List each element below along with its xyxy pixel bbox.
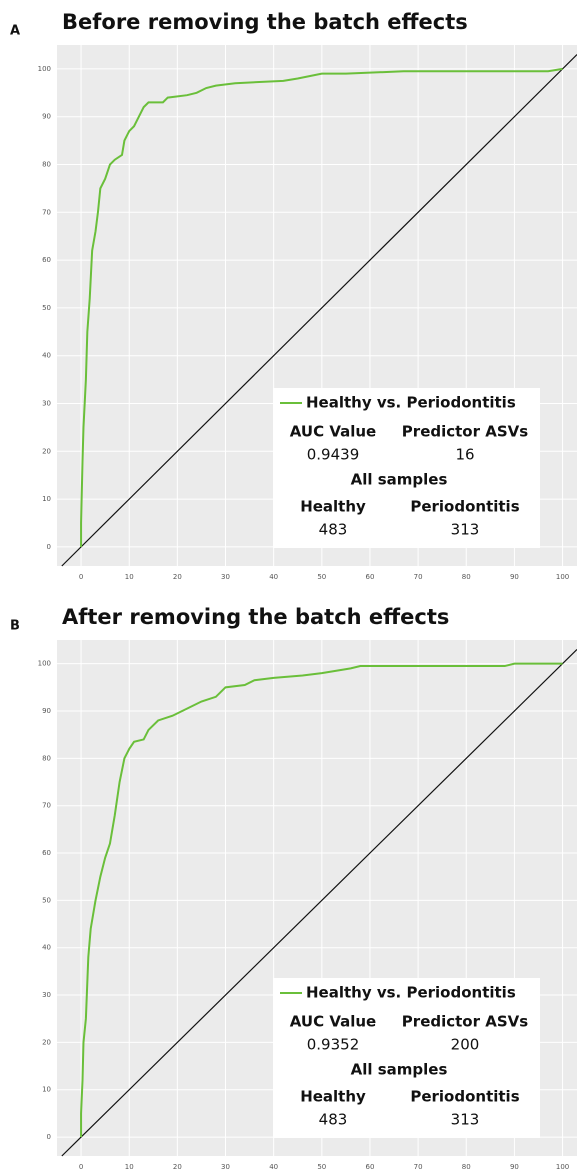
y-tick-label: 10 — [42, 1086, 51, 1094]
y-tick-label: 0 — [47, 1133, 51, 1141]
x-tick-label: 70 — [414, 573, 423, 581]
x-tick-label: 80 — [462, 573, 471, 581]
x-tick-label: 10 — [125, 1163, 134, 1171]
legend-group-title: All samples — [351, 471, 448, 489]
legend-header: AUC Value — [290, 1013, 376, 1031]
x-tick-label: 0 — [79, 1163, 83, 1171]
legend-value: 16 — [455, 446, 474, 464]
reference-diagonal — [61, 649, 577, 1157]
x-tick-label: 60 — [366, 573, 375, 581]
legend-count: 483 — [319, 521, 348, 539]
legend-value: 0.9352 — [307, 1036, 360, 1054]
legend-box — [273, 388, 540, 548]
y-tick-label: 60 — [42, 849, 51, 857]
y-tick-label: 0 — [47, 543, 51, 551]
x-tick-label: 60 — [366, 1163, 375, 1171]
y-tick-label: 50 — [42, 304, 51, 312]
y-tick-label: 100 — [38, 65, 51, 73]
legend-box — [273, 978, 540, 1138]
x-tick-label: 90 — [510, 1163, 519, 1171]
x-tick-label: 50 — [317, 1163, 326, 1171]
x-tick-label: 20 — [173, 573, 182, 581]
roc-curve — [80, 67, 563, 547]
x-tick-label: 100 — [556, 573, 569, 581]
legend-group: Periodontitis — [410, 1088, 519, 1106]
legend-label: Healthy vs. Periodontitis — [306, 394, 516, 412]
legend-value: 200 — [451, 1036, 480, 1054]
y-tick-label: 70 — [42, 802, 51, 810]
x-tick-label: 0 — [79, 573, 83, 581]
chart-title: Before removing the batch effects — [62, 10, 468, 34]
y-tick-label: 50 — [42, 896, 51, 904]
legend-count: 483 — [319, 1111, 348, 1129]
y-tick-label: 40 — [42, 352, 51, 360]
legend-count: 313 — [451, 1111, 480, 1129]
legend-label: Healthy vs. Periodontitis — [306, 984, 516, 1002]
y-tick-label: 20 — [42, 447, 51, 455]
legend-header: Predictor ASVs — [402, 1013, 528, 1031]
x-tick-label: 20 — [173, 1163, 182, 1171]
y-tick-label: 80 — [42, 754, 51, 762]
y-tick-label: 20 — [42, 1038, 51, 1046]
y-tick-label: 80 — [42, 160, 51, 168]
y-tick-label: 90 — [42, 707, 51, 715]
y-tick-label: 70 — [42, 208, 51, 216]
x-tick-label: 70 — [414, 1163, 423, 1171]
legend-group-title: All samples — [351, 1061, 448, 1079]
roc-curve — [80, 662, 563, 1138]
legend-value: 0.9439 — [307, 446, 360, 464]
x-tick-label: 90 — [510, 573, 519, 581]
y-tick-label: 40 — [42, 944, 51, 952]
legend-count: 313 — [451, 521, 480, 539]
legend-group: Healthy — [300, 498, 366, 516]
x-tick-label: 80 — [462, 1163, 471, 1171]
y-tick-label: 60 — [42, 256, 51, 264]
x-tick-label: 30 — [221, 573, 230, 581]
reference-diagonal — [61, 54, 577, 567]
panel-label: B — [10, 619, 20, 634]
y-tick-label: 100 — [38, 660, 51, 668]
legend-header: Predictor ASVs — [402, 423, 528, 441]
x-tick-label: 40 — [269, 573, 278, 581]
legend-header: AUC Value — [290, 423, 376, 441]
legend-group: Periodontitis — [410, 498, 519, 516]
y-tick-label: 30 — [42, 991, 51, 999]
x-tick-label: 30 — [221, 1163, 230, 1171]
x-tick-label: 100 — [556, 1163, 569, 1171]
panel-label: A — [10, 24, 20, 39]
chart-title: After removing the batch effects — [62, 605, 449, 629]
x-tick-label: 10 — [125, 573, 134, 581]
y-tick-label: 30 — [42, 399, 51, 407]
x-tick-label: 40 — [269, 1163, 278, 1171]
x-tick-label: 50 — [317, 573, 326, 581]
y-tick-label: 10 — [42, 495, 51, 503]
y-tick-label: 90 — [42, 113, 51, 121]
legend-group: Healthy — [300, 1088, 366, 1106]
